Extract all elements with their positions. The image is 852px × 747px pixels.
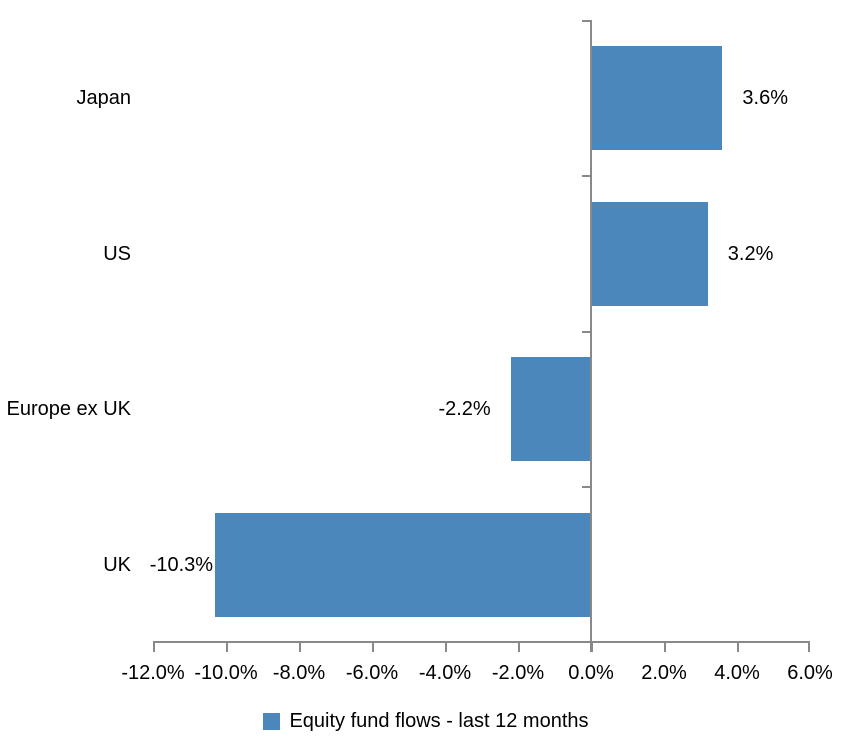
category-axis-tick xyxy=(582,330,590,333)
bar-europe-ex-uk xyxy=(510,357,591,462)
value-axis-tick xyxy=(226,643,228,652)
value-axis-tick xyxy=(518,643,520,652)
category-axis-tick xyxy=(582,20,590,22)
data-label-japan: 3.6% xyxy=(742,86,788,109)
value-axis-tick xyxy=(591,643,593,652)
bar-us xyxy=(591,201,708,306)
category-label-japan: Japan xyxy=(76,86,132,109)
category-label-us: US xyxy=(103,242,131,265)
bar-uk xyxy=(215,513,591,618)
value-axis-tick-label: -12.0% xyxy=(121,662,185,684)
value-axis-tick-label: -6.0% xyxy=(345,662,399,684)
category-label-uk: UK xyxy=(103,554,131,577)
value-axis-tick-label: -8.0% xyxy=(272,662,326,684)
value-axis-tick xyxy=(808,643,810,652)
legend: Equity fund flows - last 12 months xyxy=(0,711,852,731)
category-label-europe-ex-uk: Europe ex UK xyxy=(6,398,131,421)
value-axis-tick xyxy=(372,643,374,652)
value-axis-tick-label: -4.0% xyxy=(418,662,472,684)
value-axis-tick-label: 4.0% xyxy=(714,662,760,684)
data-label-uk: -10.3% xyxy=(149,554,214,577)
value-axis-tick xyxy=(445,643,447,652)
value-axis-tick xyxy=(737,643,739,652)
category-axis-tick xyxy=(582,486,590,489)
value-axis-tick xyxy=(299,643,301,652)
value-axis-line xyxy=(153,641,810,643)
category-axis-line xyxy=(590,20,592,652)
value-axis-tick-label: 2.0% xyxy=(641,662,687,684)
value-axis-tick xyxy=(664,643,666,652)
category-axis-tick xyxy=(582,174,590,177)
data-label-us: 3.2% xyxy=(727,242,774,265)
value-axis-tick-label: -10.0% xyxy=(194,662,258,684)
bar-japan xyxy=(591,45,723,150)
plot-area: 3.6% 3.2% -2.2% -10.3% xyxy=(149,20,810,652)
value-axis-tick xyxy=(153,643,155,652)
legend-label: Equity fund flows - last 12 months xyxy=(289,710,589,732)
value-axis-tick-label: 6.0% xyxy=(787,662,833,684)
value-axis-tick-label: 0.0% xyxy=(568,662,614,684)
value-axis-tick-label: -2.0% xyxy=(491,662,545,684)
legend-marker-swatch xyxy=(263,712,281,730)
data-label-europe-ex-uk: -2.2% xyxy=(438,398,491,421)
